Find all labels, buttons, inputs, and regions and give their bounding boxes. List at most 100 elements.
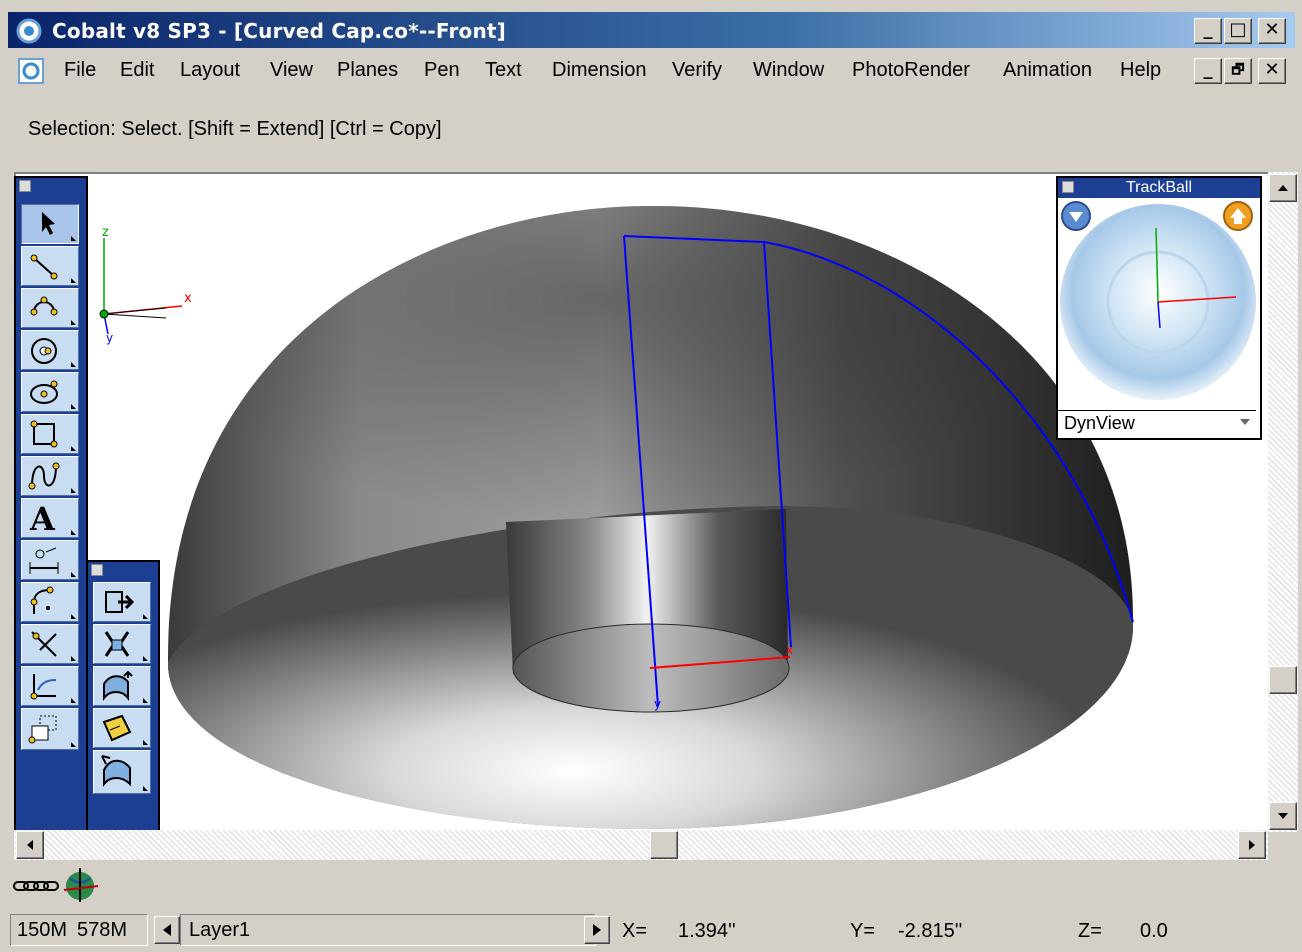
trackball-title-text: TrackBall — [1126, 179, 1192, 196]
part-y-label: y — [654, 697, 661, 711]
arrow-right-icon — [1239, 832, 1265, 858]
status-bar: 150M 578M Layer1 X= 1.394'' Y= -2.815'' … — [8, 912, 1298, 948]
z-coord-label: Z= — [1078, 920, 1102, 943]
scroll-up-button[interactable] — [1269, 174, 1297, 202]
chevron-down-icon — [1240, 419, 1250, 425]
tool-palette-caption[interactable] — [16, 178, 86, 192]
arc-tool[interactable] — [21, 288, 79, 328]
y-coord-label: Y= — [850, 920, 875, 943]
doc-close-button[interactable]: ✕ — [1258, 58, 1286, 84]
title-bar: Cobalt v8 SP3 - [Curved Cap.co*--Front] … — [8, 12, 1295, 48]
arrow-left-icon — [17, 832, 43, 858]
app-icon — [16, 18, 42, 44]
scroll-right-button[interactable] — [1238, 831, 1266, 859]
rectangle-icon — [28, 418, 60, 450]
transform-tool[interactable] — [21, 666, 79, 706]
svg-text:A: A — [29, 502, 56, 534]
arrow-right-icon — [585, 917, 609, 943]
chain-link-icon[interactable] — [14, 882, 58, 890]
scroll-down-button[interactable] — [1269, 802, 1297, 830]
menu-pen[interactable]: Pen — [424, 59, 460, 82]
x-coord-value: 1.394'' — [678, 920, 736, 943]
z-coord-value: 0.0 — [1140, 920, 1168, 943]
shell-tool[interactable] — [93, 708, 151, 748]
menu-view[interactable]: View — [270, 59, 313, 82]
menu-edit[interactable]: Edit — [120, 59, 154, 82]
arc-icon — [28, 292, 60, 324]
part-x-label: x — [786, 643, 793, 657]
trackball-view-select[interactable]: DynView — [1058, 410, 1256, 435]
ellipse-tool[interactable] — [21, 372, 79, 412]
fillet-icon — [28, 586, 60, 618]
hint-text: Selection: Select. [Shift = Extend] [Ctr… — [28, 118, 442, 141]
menu-animation[interactable]: Animation — [1003, 59, 1092, 82]
menu-file[interactable]: File — [64, 59, 96, 82]
trackball-view-value: DynView — [1064, 413, 1135, 434]
doc-minimize-button[interactable]: _ — [1194, 58, 1222, 84]
vertical-scroll-thumb[interactable] — [1269, 666, 1297, 694]
revolve-icon — [100, 628, 134, 660]
sweep-tool[interactable] — [93, 750, 151, 794]
horizontal-scroll-thumb[interactable] — [650, 831, 678, 859]
document-icon[interactable] — [18, 58, 44, 84]
close-button[interactable]: ✕ — [1258, 18, 1286, 44]
window-title: Cobalt v8 SP3 - [Curved Cap.co*--Front] — [52, 19, 506, 43]
y-axis-label: y — [106, 331, 113, 345]
skin-tool[interactable] — [93, 666, 151, 706]
line-icon — [28, 250, 60, 282]
minimize-button[interactable]: _ — [1194, 18, 1222, 44]
scroll-left-button[interactable] — [16, 831, 44, 859]
circle-tool[interactable] — [21, 330, 79, 370]
ellipse-icon — [28, 376, 60, 408]
layer-select[interactable]: Layer1 — [180, 914, 596, 946]
memory-used: 150M — [17, 919, 67, 942]
status-icons — [12, 866, 104, 906]
arrow-down-icon — [1270, 803, 1296, 829]
menu-bar: File Edit Layout View Planes Pen Text Di… — [8, 52, 1295, 88]
x-coord-label: X= — [622, 920, 647, 943]
menu-help[interactable]: Help — [1120, 59, 1161, 82]
layer-prev-button[interactable] — [154, 916, 180, 944]
menu-photorender[interactable]: PhotoRender — [852, 59, 970, 82]
menu-dimension[interactable]: Dimension — [552, 59, 646, 82]
doc-restore-button[interactable]: 🗗 — [1224, 58, 1252, 84]
transform-icon — [28, 670, 60, 702]
menu-verify[interactable]: Verify — [672, 59, 722, 82]
trackball-close-box[interactable] — [1062, 181, 1074, 193]
extrude-icon — [100, 586, 134, 618]
origin-marker — [100, 310, 108, 318]
memory-panel: 150M 578M — [10, 914, 148, 946]
vertical-scrollbar[interactable] — [1268, 172, 1298, 832]
rectangle-tool[interactable] — [21, 414, 79, 454]
trackball-panel: TrackBall DynView — [1056, 176, 1262, 440]
arrow-up-icon — [1270, 175, 1296, 201]
trim-icon — [28, 628, 60, 660]
snap-tool[interactable] — [21, 708, 79, 750]
horizontal-scrollbar[interactable] — [14, 830, 1268, 860]
fillet-tool[interactable] — [21, 582, 79, 622]
trim-tool[interactable] — [21, 624, 79, 664]
arrow-left-icon — [155, 917, 179, 943]
dimension-tool[interactable] — [21, 540, 79, 580]
surface-palette-caption[interactable] — [88, 562, 158, 576]
globe-axes-icon[interactable] — [64, 868, 98, 902]
menu-planes[interactable]: Planes — [337, 59, 398, 82]
select-tool[interactable] — [21, 204, 79, 244]
menu-layout[interactable]: Layout — [180, 59, 240, 82]
extrude-tool[interactable] — [93, 582, 151, 622]
menu-window[interactable]: Window — [753, 59, 824, 82]
revolve-tool[interactable] — [93, 624, 151, 664]
x-axis-label: x — [184, 291, 192, 306]
maximize-button[interactable]: □ — [1224, 18, 1252, 44]
y-coord-value: -2.815'' — [898, 920, 962, 943]
circle-icon — [28, 334, 60, 366]
line-tool[interactable] — [21, 246, 79, 286]
text-tool[interactable]: A — [21, 498, 79, 538]
menu-text[interactable]: Text — [485, 59, 522, 82]
spline-icon — [28, 460, 60, 492]
z-axis-label: z — [102, 225, 109, 240]
trackball-sphere[interactable] — [1058, 198, 1256, 410]
layer-next-button[interactable] — [584, 916, 610, 944]
spline-tool[interactable] — [21, 456, 79, 496]
text-a-icon: A — [28, 502, 60, 534]
